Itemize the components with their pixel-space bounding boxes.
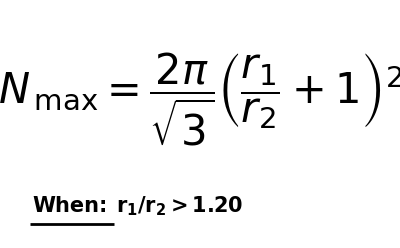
Text: $\mathbf{r_1/r_2 > 1.20}$: $\mathbf{r_1/r_2 > 1.20}$ <box>116 194 243 218</box>
Text: $N_{\,\mathrm{max}} = \dfrac{2\pi}{\sqrt{3}}\left(\dfrac{r_1}{r_2}+1\right)^{2}$: $N_{\,\mathrm{max}} = \dfrac{2\pi}{\sqrt… <box>0 50 400 148</box>
Text: When:: When: <box>32 196 107 216</box>
